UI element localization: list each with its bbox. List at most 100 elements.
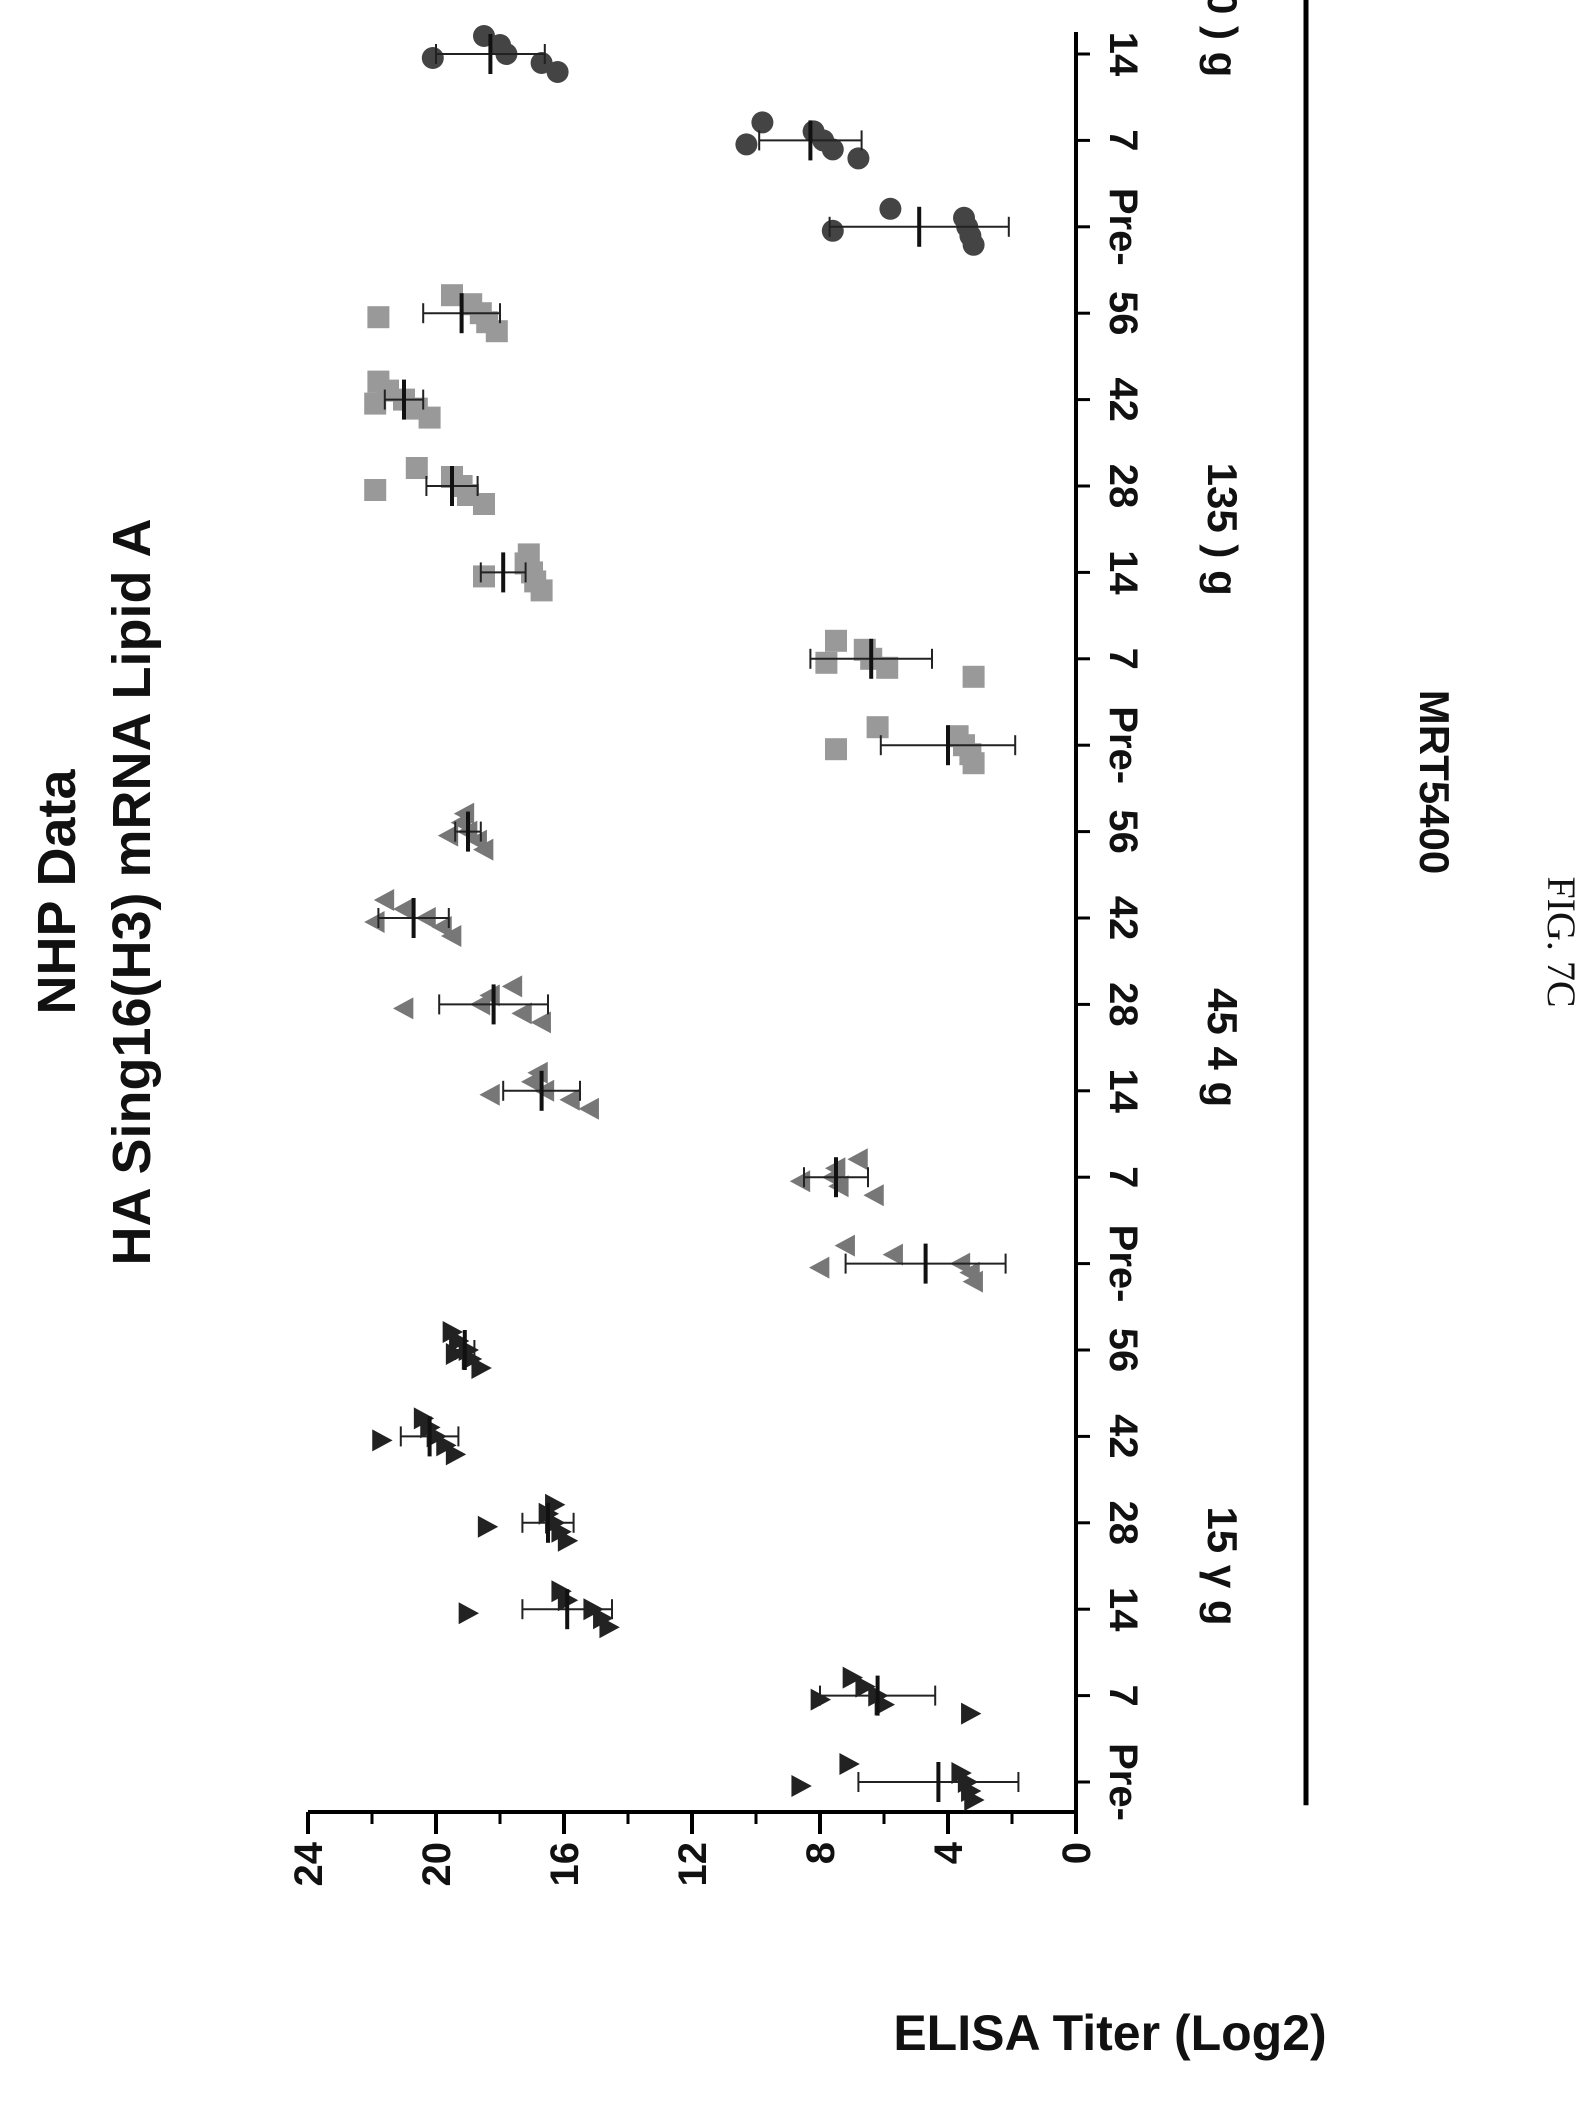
- x-tick-label: 28: [1101, 464, 1145, 509]
- data-point: [441, 284, 463, 307]
- x-tick-label: 42: [1101, 1414, 1145, 1459]
- data-point: [530, 1011, 551, 1034]
- data-point: [413, 1407, 435, 1430]
- data-point: [364, 392, 387, 415]
- data-point: [802, 120, 825, 143]
- y-tick-label: 12: [671, 1842, 715, 1887]
- data-point: [855, 1675, 876, 1698]
- group-label: 250 ) g: [1199, 0, 1246, 77]
- data-point: [789, 1170, 811, 1193]
- x-tick-label: 14: [1101, 550, 1145, 595]
- data-point: [962, 665, 985, 688]
- y-axis-label: ELISA Titer (Log2): [893, 2005, 1326, 2061]
- data-point: [436, 1434, 457, 1457]
- data-point: [847, 147, 870, 170]
- x-tick-label: 7: [1101, 1166, 1145, 1188]
- data-point: [751, 111, 774, 134]
- data-point: [471, 1357, 492, 1379]
- data-point: [460, 293, 483, 316]
- data-point: [372, 1429, 393, 1452]
- data-point: [364, 911, 385, 933]
- x-tick-label: 7: [1101, 648, 1145, 670]
- data-point: [825, 629, 847, 652]
- group-label: 135 ) g: [1199, 463, 1246, 596]
- x-tick-label: 56: [1101, 809, 1145, 854]
- data-point: [559, 1088, 580, 1111]
- data-point: [511, 1002, 532, 1025]
- x-tick-label: Pre-: [1101, 706, 1145, 784]
- chart-title: NHP Data: [27, 768, 87, 1014]
- data-point: [477, 1515, 499, 1538]
- group-label: 15 γ g: [1199, 1506, 1246, 1625]
- data-point: [489, 34, 511, 56]
- data-point: [530, 52, 553, 74]
- data-point: [821, 219, 844, 242]
- data-point: [501, 975, 523, 998]
- x-tick-label: 28: [1101, 1501, 1145, 1546]
- x-tick-label: 14: [1101, 32, 1145, 77]
- x-tick-label: 56: [1101, 1328, 1145, 1373]
- data-point: [946, 725, 969, 748]
- y-tick-label: 20: [415, 1842, 459, 1887]
- data-point: [393, 997, 414, 1020]
- data-point: [951, 1762, 972, 1784]
- data-point: [828, 1175, 849, 1198]
- data-point: [839, 1753, 860, 1775]
- data-point: [961, 1702, 982, 1725]
- data-point: [473, 565, 495, 588]
- y-tick-label: 24: [287, 1841, 331, 1886]
- group-label: 45 4 g: [1199, 988, 1246, 1107]
- data-point: [364, 479, 387, 501]
- x-tick-label: 42: [1101, 377, 1145, 422]
- data-point: [546, 61, 569, 83]
- x-tick-label: 56: [1101, 291, 1145, 336]
- data-point: [834, 1234, 855, 1257]
- x-tick-label: 42: [1101, 896, 1145, 941]
- data-point: [825, 738, 847, 761]
- x-tick-label: Pre-: [1101, 1743, 1145, 1821]
- data-point: [545, 1493, 566, 1516]
- data-point: [847, 1148, 868, 1171]
- data-point: [551, 1580, 572, 1603]
- data-point: [367, 370, 390, 393]
- x-tick-label: Pre-: [1101, 1225, 1145, 1303]
- x-tick-label: 14: [1101, 1069, 1145, 1114]
- data-point: [442, 1321, 463, 1343]
- data-point: [458, 1602, 479, 1625]
- data-point: [842, 1666, 863, 1689]
- data-point: [373, 889, 395, 911]
- bracket-label: MRT5400: [1411, 690, 1458, 874]
- data-point: [882, 1243, 903, 1266]
- data-point: [815, 651, 838, 674]
- data-point: [863, 1184, 884, 1207]
- data-point: [578, 1097, 599, 1120]
- y-tick-label: 8: [799, 1842, 843, 1864]
- data-point: [953, 206, 975, 229]
- y-tick-label: 4: [927, 1841, 971, 1864]
- plot-area: 0 4 8 12 16 20 24 Pre- 7 14 28 42 56 15 γ g Pre- 7 14 28 4…: [287, 0, 1309, 1887]
- x-tick-label: 14: [1101, 1587, 1145, 1632]
- data-point: [393, 898, 414, 920]
- x-tick-label: 7: [1101, 129, 1145, 151]
- data-point: [445, 1443, 467, 1466]
- data-point: [791, 1775, 812, 1797]
- chart-subtitle: HA Sing16(H3) mRNA Lipid A: [102, 518, 162, 1265]
- data-point: [437, 824, 459, 847]
- data-point: [866, 716, 889, 739]
- data-point: [421, 47, 444, 69]
- y-tick-label: 0: [1055, 1842, 1099, 1864]
- figure-label: FIG. 7C: [1539, 876, 1584, 1007]
- data-point: [735, 133, 758, 156]
- data-point: [405, 457, 428, 479]
- data-point: [879, 197, 902, 220]
- x-tick-label: 28: [1101, 982, 1145, 1027]
- data-point: [431, 916, 452, 938]
- data-point: [367, 306, 390, 329]
- data-point: [517, 543, 540, 566]
- data-point: [479, 1083, 500, 1106]
- data-point: [593, 1607, 614, 1630]
- y-tick-label: 16: [543, 1842, 587, 1887]
